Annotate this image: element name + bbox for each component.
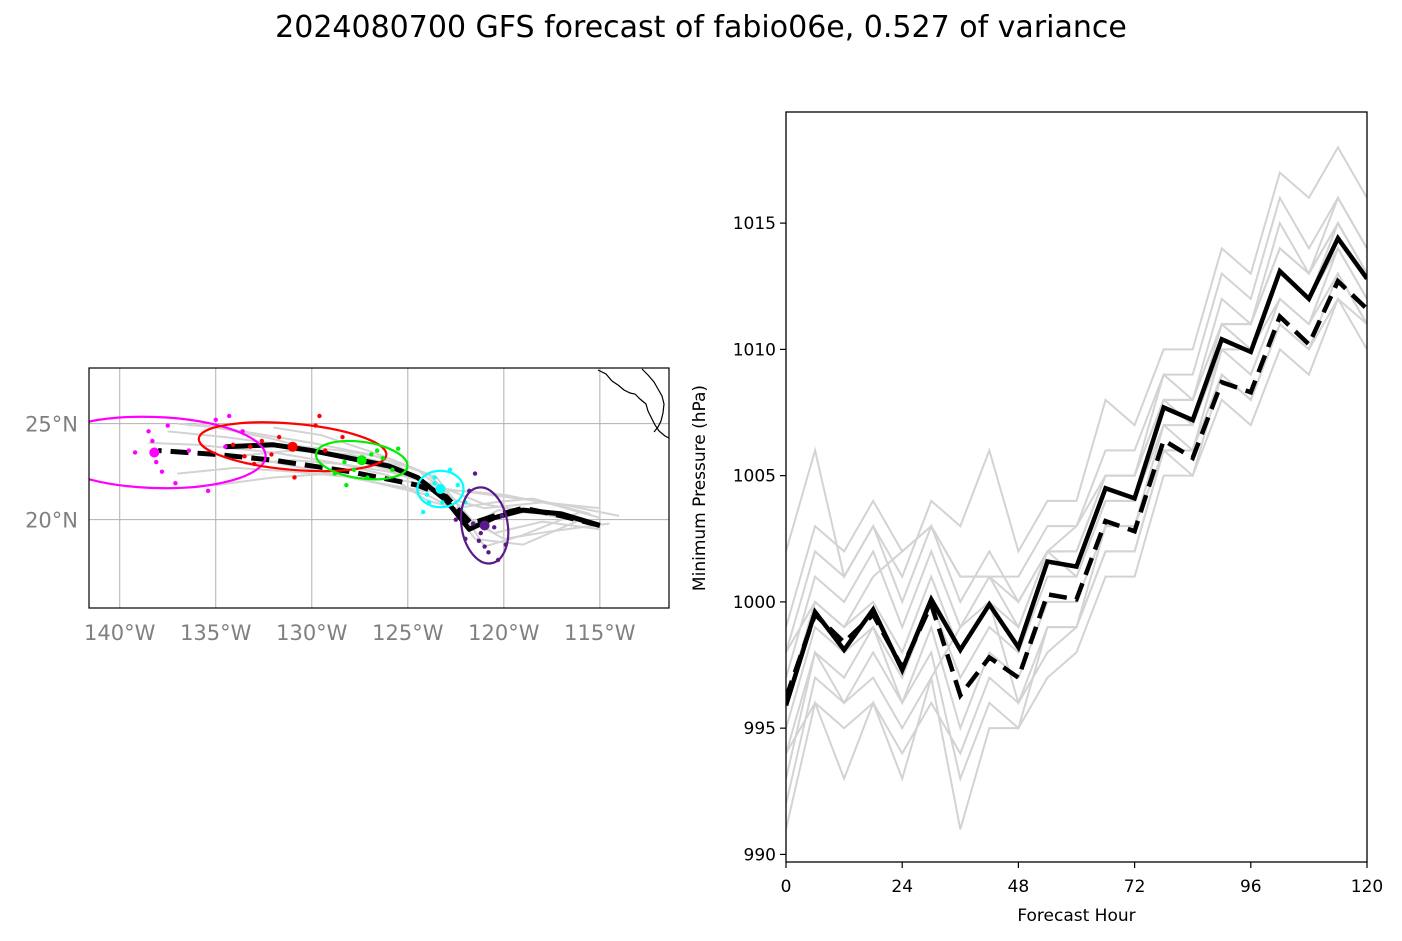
cluster-ellipse	[416, 469, 465, 509]
ensemble-pressure-line	[786, 271, 1367, 782]
mean-pressure-solid	[786, 233, 1367, 707]
cluster-point	[276, 434, 282, 440]
cluster-point	[146, 429, 151, 434]
cluster-ellipse	[197, 421, 388, 473]
cluster-point	[424, 492, 430, 497]
cluster-point	[351, 467, 357, 472]
chart-title: 2024080700 GFS forecast of fabio06e, 0.5…	[275, 10, 1127, 45]
y-tick-label: 1005	[733, 467, 776, 487]
cluster-point	[476, 538, 482, 543]
cluster-point	[226, 413, 232, 419]
cluster-point	[486, 550, 491, 555]
cluster-point	[292, 475, 297, 480]
cluster-point	[159, 469, 165, 474]
x-tick-label: 120	[1351, 877, 1383, 897]
y-tick-label: 990	[744, 845, 776, 865]
cluster-point	[455, 482, 460, 488]
cluster-point	[440, 500, 445, 505]
cluster-point	[369, 452, 374, 457]
ensemble-track	[244, 459, 591, 515]
map-lat-tick-label: 25°N	[25, 413, 78, 437]
cluster-point	[478, 530, 483, 536]
cluster-point	[470, 521, 476, 526]
map-lon-tick-label: 115°W	[564, 621, 636, 645]
x-tick-label: 0	[781, 877, 792, 897]
cluster-center	[479, 520, 490, 531]
cluster-point	[205, 488, 211, 494]
cluster-point	[165, 423, 170, 428]
cluster-point	[317, 413, 322, 419]
cluster-point	[380, 456, 386, 461]
cluster-point	[132, 450, 138, 455]
pressure-plot-area	[786, 145, 1367, 830]
map-lon-tick-label: 135°W	[180, 621, 252, 645]
cluster-point	[173, 481, 178, 486]
cluster-point	[499, 513, 505, 519]
cluster-point	[269, 452, 274, 457]
x-axis-label: Forecast Hour	[1017, 906, 1135, 926]
cluster-ellipse	[314, 439, 409, 481]
cluster-point	[150, 438, 155, 444]
cluster-point	[186, 448, 192, 453]
ensemble-pressure-line	[786, 296, 1367, 830]
ensemble-pressure-line	[786, 246, 1367, 754]
map-lon-tick-label: 125°W	[372, 621, 444, 645]
pressure-frame	[785, 111, 1368, 863]
mean-pressure-dashed	[786, 277, 1367, 701]
cluster-point	[432, 475, 437, 480]
cluster-point	[344, 482, 349, 488]
cluster-ellipse	[89, 415, 267, 490]
cluster-point	[390, 467, 395, 472]
cluster-point	[259, 438, 265, 444]
cluster-point	[492, 525, 497, 530]
y-tick-label: 1000	[733, 593, 776, 613]
cluster-center	[435, 483, 446, 494]
cluster-point	[432, 481, 437, 486]
cluster-point	[223, 444, 228, 449]
cluster-point	[482, 544, 487, 549]
cluster-point	[242, 454, 247, 459]
cluster-point	[472, 471, 478, 476]
track-map-panel: 140°W 135°W 130°W 125°W 120°W 115°W 25°N 20°N	[25, 367, 670, 645]
cluster-point	[374, 448, 380, 453]
cluster-center	[149, 447, 160, 458]
y-axis-label: Minimum Pressure (hPa)	[690, 385, 710, 591]
ensemble-track	[215, 472, 601, 519]
y-tick-label: 1015	[733, 214, 776, 234]
cluster-ellipse	[459, 486, 510, 565]
cluster-point	[154, 459, 159, 465]
map-plot-area	[89, 368, 669, 608]
map-lon-tick-label: 120°W	[468, 621, 540, 645]
cluster-point	[340, 434, 345, 440]
ensemble-pressure-line	[786, 145, 1367, 580]
cluster-point	[420, 509, 426, 515]
ensemble-pressure-line	[786, 220, 1367, 704]
y-tick-label: 1010	[733, 340, 776, 360]
coastline	[597, 369, 669, 439]
ensemble-pressure-line	[786, 195, 1367, 653]
ensemble-track	[273, 426, 600, 510]
map-frame	[88, 367, 670, 609]
x-tick-label: 72	[1124, 877, 1146, 897]
x-tick-label: 48	[1008, 877, 1030, 897]
cluster-point	[323, 448, 328, 453]
map-lon-tick-label: 140°W	[84, 621, 156, 645]
cluster-point	[230, 442, 236, 447]
y-tick-label: 995	[744, 719, 776, 739]
coastline-peninsula	[641, 368, 665, 433]
x-tick-label: 96	[1240, 877, 1262, 897]
ensemble-pressure-line	[786, 221, 1367, 653]
cluster-point	[396, 446, 401, 451]
cluster-point	[342, 459, 347, 465]
map-lat-tick-label: 20°N	[25, 509, 78, 533]
cluster-center	[287, 441, 298, 452]
cluster-point	[213, 417, 218, 423]
x-tick-label: 24	[891, 877, 913, 897]
cluster-point	[453, 517, 459, 522]
cluster-center	[356, 455, 367, 466]
cluster-point	[248, 444, 253, 449]
map-lon-tick-label: 130°W	[276, 621, 348, 645]
